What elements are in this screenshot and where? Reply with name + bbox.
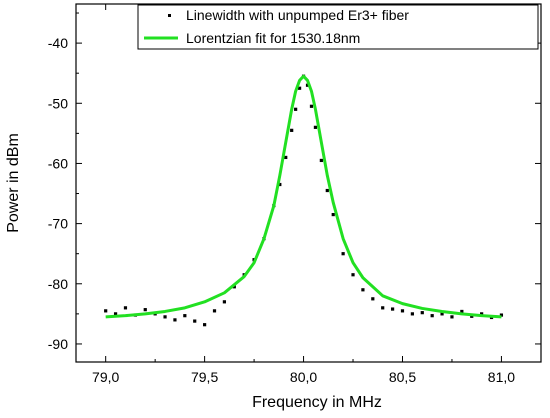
legend-marker-points (168, 14, 171, 17)
y-tick-label: -80 (48, 276, 68, 292)
data-point (309, 104, 314, 108)
data-point (450, 315, 454, 319)
data-point (173, 318, 177, 322)
data-point (305, 83, 310, 87)
data-point (212, 309, 217, 313)
x-tick-label: 79,0 (92, 369, 119, 385)
data-point (361, 288, 365, 292)
data-point (319, 158, 323, 163)
data-point (420, 311, 424, 315)
data-point (290, 128, 294, 132)
data-point (381, 306, 385, 310)
plot-frame (75, 3, 542, 363)
legend-box (137, 4, 539, 50)
x-tick-label: 80,5 (389, 369, 416, 385)
data-point (341, 252, 345, 256)
data-point (460, 309, 464, 314)
y-tick-label: -60 (48, 155, 68, 171)
data-point (294, 107, 298, 111)
data-point (440, 312, 444, 316)
legend-label-fit: Lorentzian fit for 1530.18nm (186, 30, 360, 46)
data-point (278, 182, 282, 187)
legend-label-points: Linewidth with unpumped Er3+ fiber (186, 7, 409, 23)
fit-curve (105, 74, 502, 319)
y-tick-label: -40 (48, 35, 68, 51)
data-point (400, 309, 405, 313)
data-point (331, 212, 335, 217)
x-tick-label: 79,5 (191, 369, 218, 385)
data-point (193, 319, 197, 323)
data-point (480, 312, 484, 316)
data-point (123, 306, 128, 310)
data-point (104, 309, 108, 313)
y-axis-title: Power in dBm (5, 133, 22, 233)
data-point (113, 312, 118, 316)
y-tick-label: -90 (48, 336, 68, 352)
data-point (163, 315, 167, 319)
y-tick-label: -70 (48, 216, 68, 232)
data-point (351, 273, 355, 277)
data-point (203, 323, 207, 327)
data-point (143, 308, 147, 312)
data-point (284, 155, 288, 160)
data-point (390, 307, 395, 311)
data-point (222, 300, 227, 304)
data-point (232, 285, 236, 289)
y-tick-label: -50 (48, 95, 68, 111)
data-point (430, 314, 434, 318)
data-point (183, 314, 187, 318)
scatter-series (104, 74, 504, 327)
x-axis: 79,0 79,5 80,0 80,5 81,0 (92, 4, 515, 385)
y-axis: -90 -80 -70 -60 -50 -40 (48, 12, 541, 352)
data-point (410, 312, 414, 316)
data-point (371, 297, 375, 301)
x-axis-title: Frequency in MHz (252, 394, 382, 411)
legend: Linewidth with unpumped Er3+ fiber Loren… (137, 4, 539, 50)
data-point (325, 188, 329, 193)
x-tick-label: 80,0 (290, 369, 317, 385)
data-point (297, 86, 302, 90)
data-point (499, 313, 504, 317)
data-point (313, 125, 318, 129)
x-tick-label: 81,0 (488, 369, 515, 385)
